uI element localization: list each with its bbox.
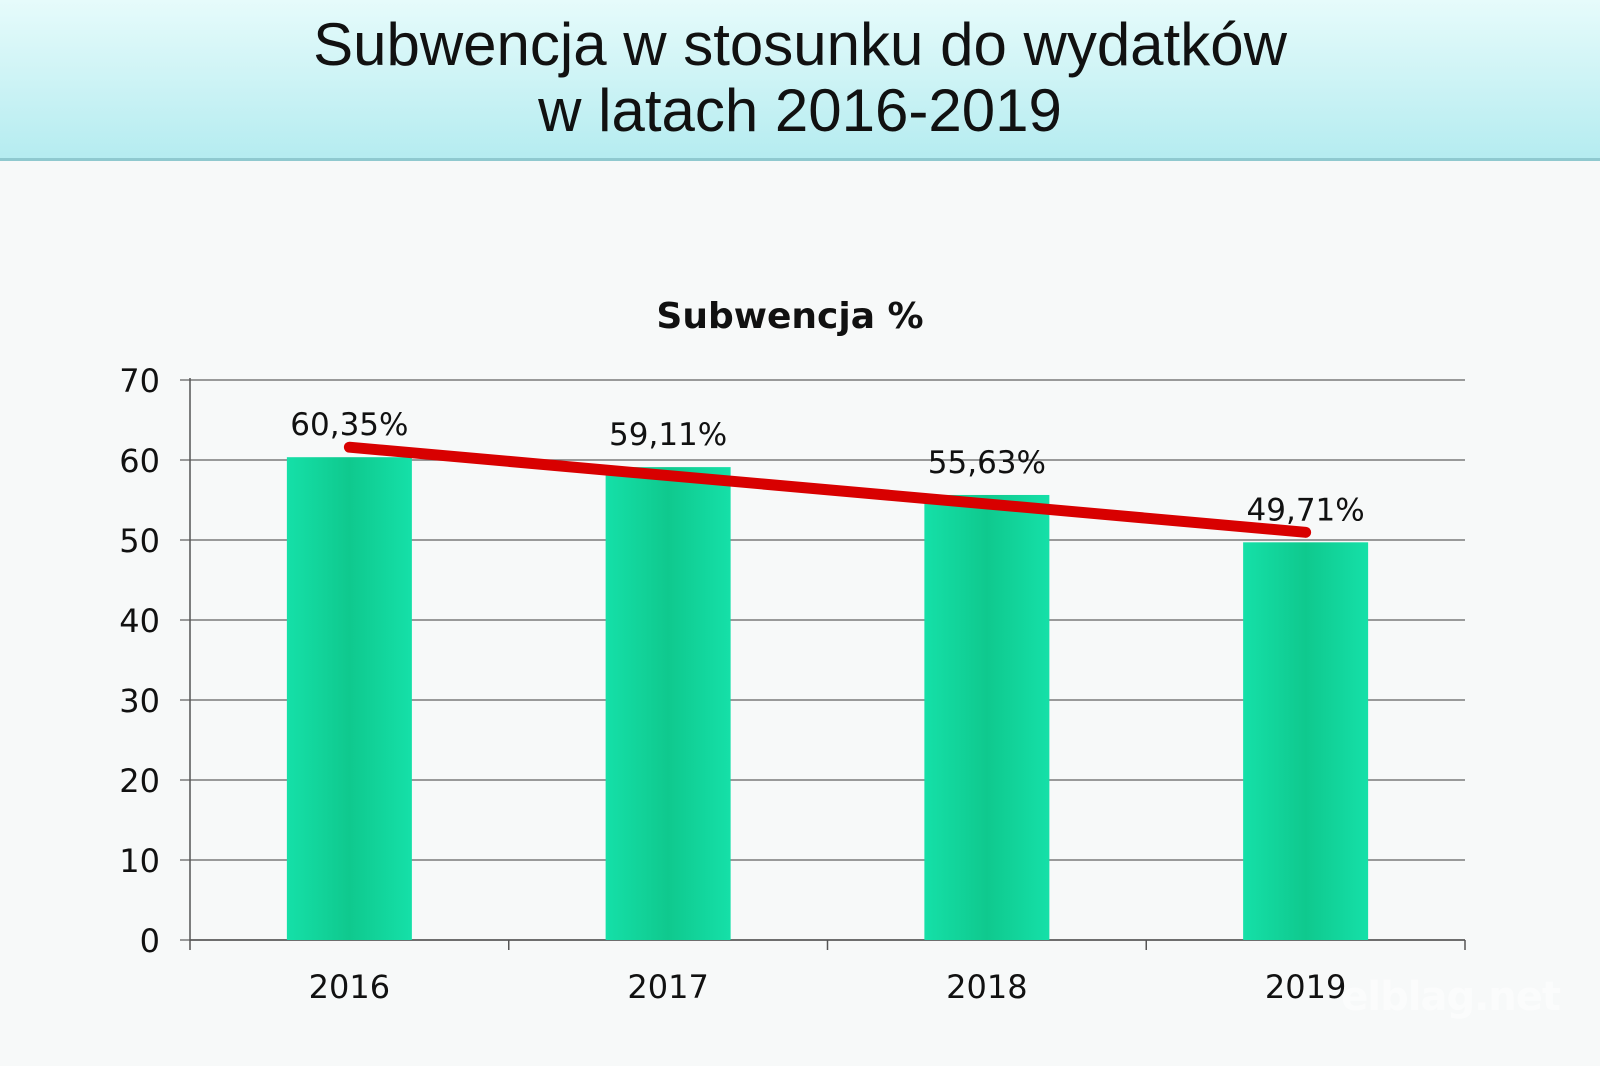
data-label: 59,11% [609, 417, 727, 453]
bar-2017 [605, 467, 731, 940]
x-tick-label: 2018 [946, 968, 1027, 1006]
y-tick-label: 60 [119, 442, 160, 480]
bar-2018 [924, 494, 1050, 940]
y-tick-label: 50 [119, 522, 160, 560]
watermark: elblag.net [1341, 974, 1561, 1020]
y-tick-label: 70 [119, 362, 160, 400]
bar-2019 [1243, 542, 1369, 940]
x-tick-label: 2019 [1265, 968, 1346, 1006]
x-tick-label: 2017 [627, 968, 708, 1006]
bar-2016 [286, 457, 412, 940]
slide-title-line2: w latach 2016-2019 [538, 77, 1062, 144]
y-tick-label: 0 [140, 922, 160, 960]
slide-header: Subwencja w stosunku do wydatków w latac… [0, 0, 1600, 161]
chart-title: Subwencja % [656, 296, 923, 337]
data-label: 55,63% [928, 445, 1046, 481]
y-tick-label: 40 [119, 602, 160, 640]
y-tick-label: 10 [119, 842, 160, 880]
y-tick-label: 30 [119, 682, 160, 720]
y-tick-label: 20 [119, 762, 160, 800]
x-tick-label: 2016 [309, 968, 390, 1006]
slide-title-line1: Subwencja w stosunku do wydatków [313, 11, 1287, 78]
trend-line [343, 441, 1312, 538]
data-label: 49,71% [1247, 492, 1365, 528]
data-label: 60,35% [290, 407, 408, 443]
bar-chart: Subwencja % 0 10 20 30 40 50 60 70 2016 2017 2018 20… [119, 296, 1466, 1006]
